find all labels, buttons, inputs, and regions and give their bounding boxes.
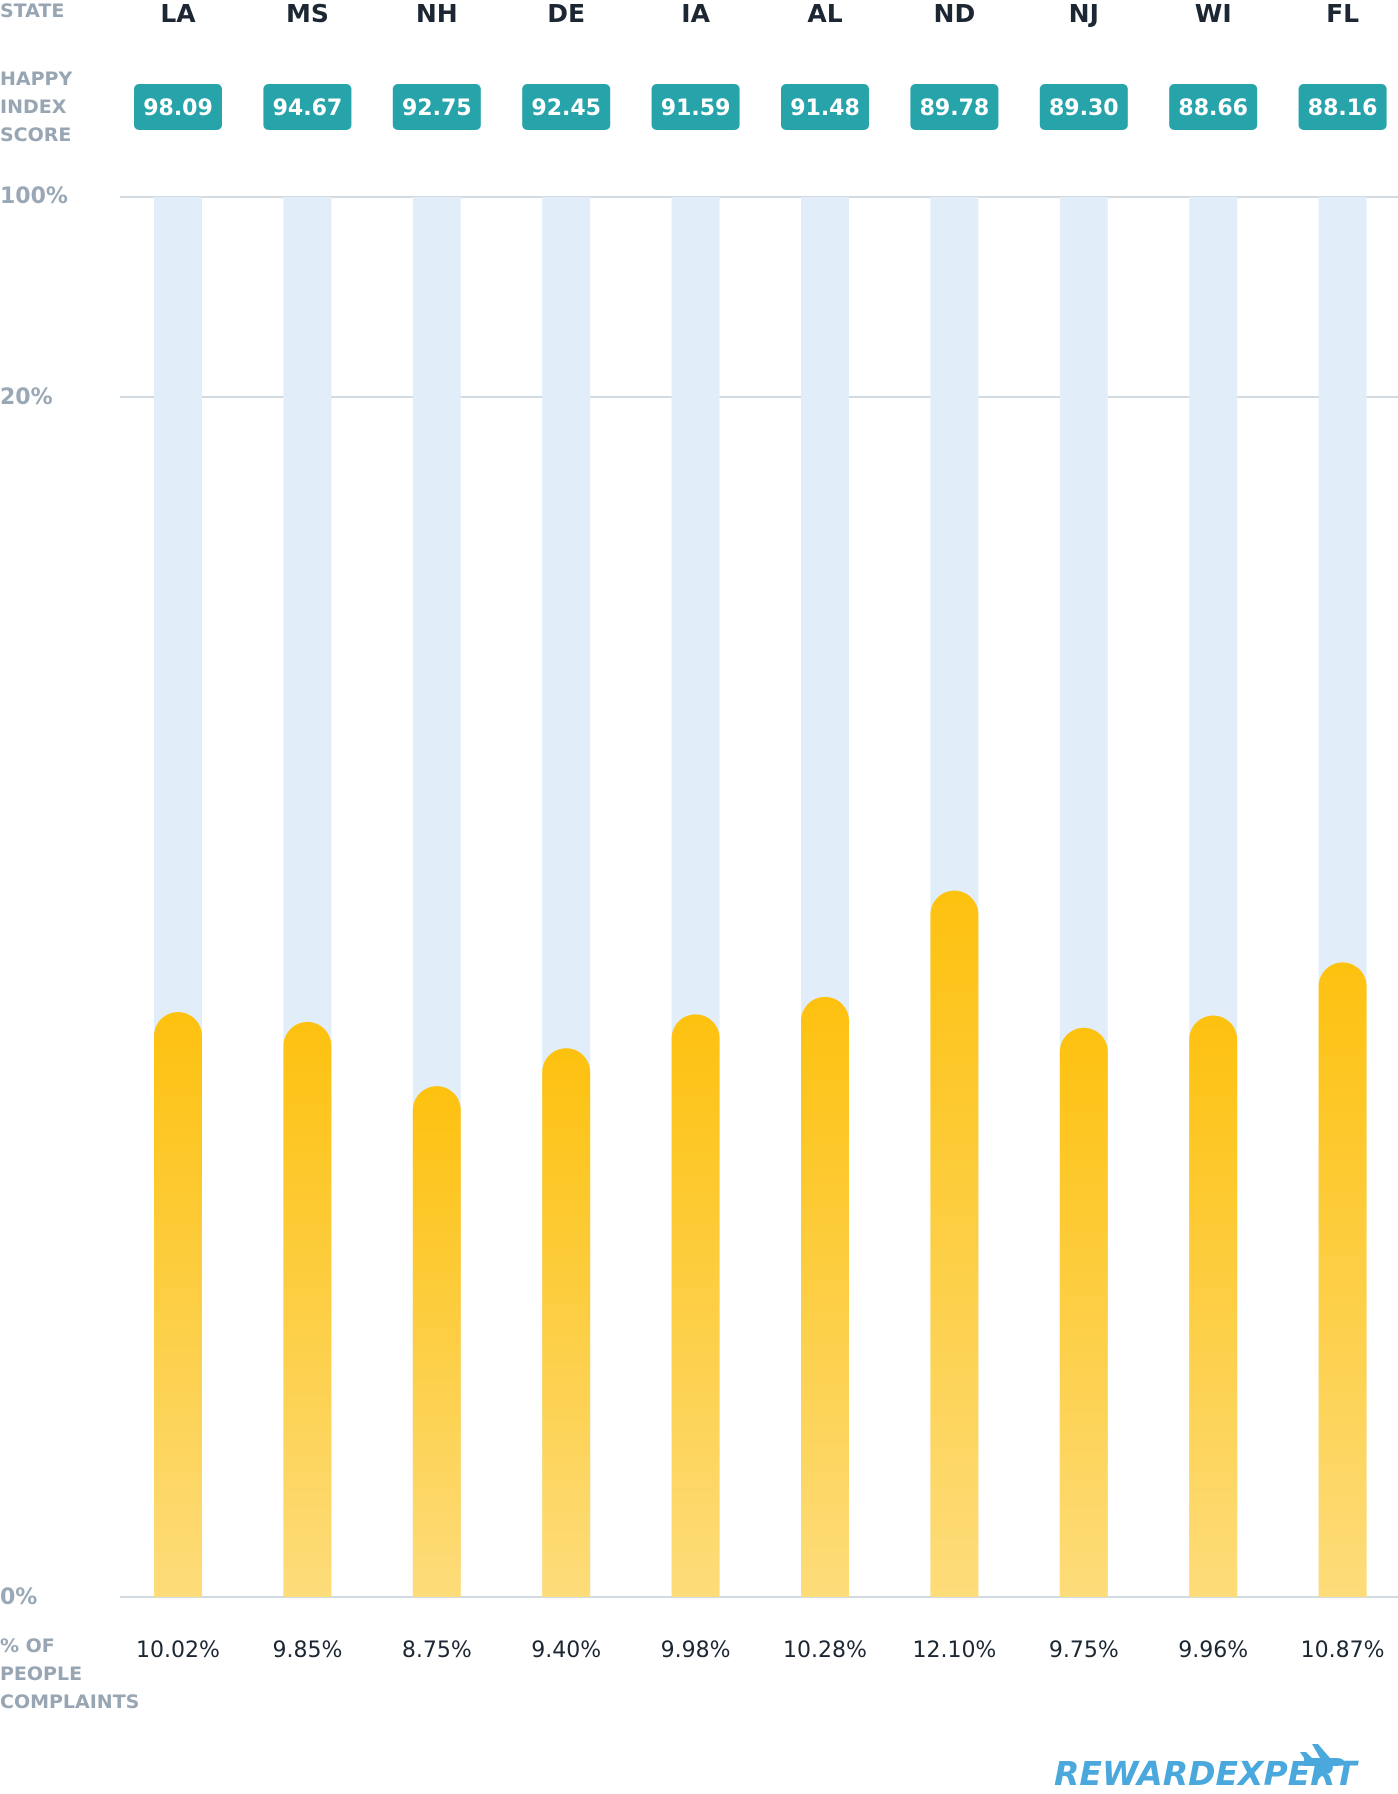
score-value-ia: 91.59 [661,96,731,121]
bar-de [542,1048,591,1597]
score-value-fl: 88.16 [1308,96,1378,121]
happy-index-label-line-2: INDEX [0,96,67,118]
bar-fl [1318,962,1367,1597]
happy-index-label-line-3: SCORE [0,124,71,146]
score-badge-wi [1169,84,1258,130]
state-label-al: AL [807,0,842,28]
state-label-la: LA [160,0,196,28]
complaints-label-line-1: % OF [0,1635,55,1657]
value-label-la: 10.02% [136,1638,220,1663]
score-badge-fl [1298,84,1387,130]
chart-marks: LA 98.09 10.02% MS 94.67 9.85% NH 92.75 8.75% DE 9… [134,0,1387,1663]
state-label-wi: WI [1195,0,1232,28]
score-value-nd: 89.78 [920,96,990,121]
bar-ms [283,1021,332,1597]
state-label-fl: FL [1326,0,1359,28]
y-tick-bottom: 0% [0,1585,37,1610]
value-label-ms: 9.85% [272,1638,342,1663]
value-label-al: 10.28% [783,1638,867,1663]
score-value-la: 98.09 [143,96,213,121]
bar-la [154,1012,202,1597]
score-badge-de [522,84,611,130]
state-label-nh: NH [416,0,458,28]
score-badge-la [134,84,222,130]
bar-nj [1059,1027,1108,1597]
state-label-nd: ND [934,0,976,28]
complaints-label-line-2: PEOPLE [0,1663,82,1685]
score-value-nh: 92.75 [402,96,472,121]
score-badge-nd [910,84,999,130]
state-label-ms: MS [286,0,329,28]
bar-nd [930,890,979,1597]
score-value-ms: 94.67 [273,96,343,121]
value-label-wi: 9.96% [1178,1638,1248,1663]
state-label-ia: IA [681,0,710,28]
airplane-icon [1300,1744,1344,1780]
score-value-nj: 89.30 [1049,96,1119,121]
value-label-nh: 8.75% [402,1638,472,1663]
y-tick-top: 100% [0,184,68,209]
value-label-fl: 10.87% [1301,1638,1385,1663]
value-label-ia: 9.98% [661,1638,731,1663]
score-badge-nj [1039,84,1128,130]
bar-nh [412,1086,461,1597]
value-label-nj: 9.75% [1049,1638,1119,1663]
state-label-de: DE [547,0,585,28]
y-tick-middle: 20% [0,385,53,410]
state-row-label: STATE [0,0,64,22]
value-label-nd: 12.10% [912,1638,996,1663]
brand-logo: REWARDEXPERT [1054,1744,1359,1793]
score-value-de: 92.45 [531,96,601,121]
happy-index-label-line-1: HAPPY [0,68,72,90]
complaints-label-line-3: COMPLAINTS [0,1691,139,1713]
bar-al [801,996,849,1597]
score-badge-ia [651,84,740,130]
state-label-nj: NJ [1069,0,1099,28]
score-value-al: 91.48 [790,96,860,121]
score-value-wi: 88.66 [1178,96,1248,121]
bar-wi [1189,1015,1238,1597]
value-label-de: 9.40% [531,1638,601,1663]
bar-ia [671,1014,720,1597]
score-badge-ms [263,84,352,130]
score-badge-al [781,84,869,130]
score-badge-nh [392,84,481,130]
